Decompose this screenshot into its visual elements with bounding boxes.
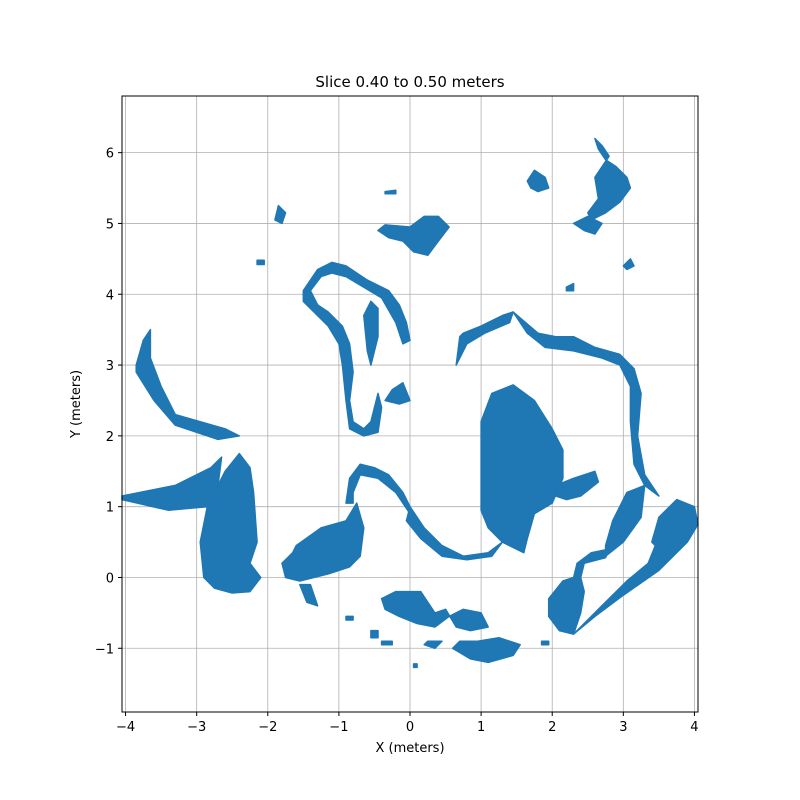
scatter-region-7: [405, 505, 504, 561]
scatter-region-12: [604, 484, 646, 557]
x-tick-label: −3: [187, 720, 206, 735]
scatter-region-11: [512, 311, 660, 497]
scatter-region-19: [363, 300, 379, 366]
scatter-region-22: [587, 137, 632, 221]
scatter-region-29: [565, 282, 575, 292]
x-tick-label: 2: [548, 720, 556, 735]
scatter-region-5: [299, 583, 319, 607]
x-tick-label: 1: [477, 720, 485, 735]
scatter-region-10: [455, 311, 514, 366]
x-tick-label: −4: [116, 720, 135, 735]
tick-layer: −4 −3 −2 −1 0 1 2 3 4 −1 0 1 2 3 4 5 6: [95, 147, 699, 735]
scatter-region-28: [622, 258, 635, 271]
y-tick-label: −1: [95, 642, 114, 657]
scatter-region-13: [572, 498, 699, 635]
scatter-region-31: [370, 629, 379, 639]
chart-title: Slice 0.40 to 0.50 meters: [315, 73, 504, 91]
x-tick-label: −2: [258, 720, 277, 735]
y-tick-label: 4: [106, 288, 114, 303]
x-axis-label: X (meters): [375, 741, 444, 756]
scatter-region-20: [384, 382, 411, 405]
x-tick-label: 0: [406, 720, 414, 735]
scatter-region-9: [555, 470, 600, 501]
scatter-region-18: [302, 261, 411, 437]
x-tick-label: 4: [690, 720, 698, 735]
scatter-region-2: [199, 452, 262, 594]
x-tick-label: 3: [619, 720, 627, 735]
scatter-region-14: [547, 548, 610, 635]
scatter-region-23: [572, 215, 603, 235]
scatter-region-27: [256, 259, 265, 266]
y-axis-label: Y (meters): [69, 370, 84, 439]
scatter-region-17: [423, 640, 443, 650]
scatter-region-34: [412, 663, 418, 669]
x-tick-label: −1: [329, 720, 348, 735]
scatter-region-32: [380, 640, 393, 646]
data-layer: [121, 137, 699, 669]
y-tick-label: 2: [106, 430, 114, 445]
y-tick-label: 0: [106, 571, 114, 586]
y-tick-label: 6: [106, 147, 114, 162]
scatter-region-30: [345, 615, 354, 621]
y-tick-label: 5: [106, 217, 114, 232]
y-tick-label: 3: [106, 359, 114, 374]
scatter-region-26: [384, 189, 397, 195]
scatter-region-16: [451, 636, 521, 664]
scatter-region-15: [380, 590, 489, 632]
scatter-region-3: [135, 328, 241, 441]
y-tick-label: 1: [106, 501, 114, 516]
scatter-region-21: [377, 215, 450, 257]
scatter-region-24: [526, 169, 550, 193]
scatter-region-25: [274, 204, 287, 225]
scatter-region-4: [281, 502, 365, 582]
scatter-region-33: [540, 640, 550, 646]
